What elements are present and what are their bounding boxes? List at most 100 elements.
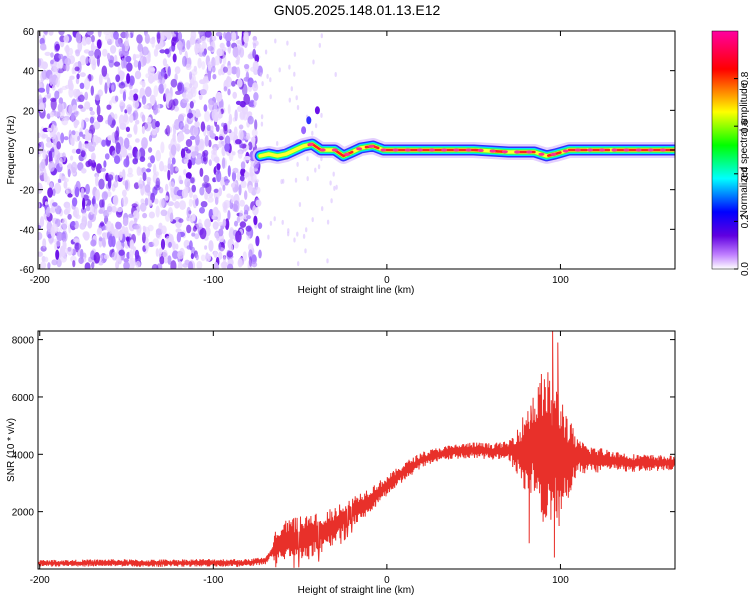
colorbar-tick-label: 0.0 [740,262,750,276]
noise-speckle [191,232,196,237]
noise-speckle [281,219,284,225]
noise-speckle [90,205,94,216]
noise-speckle [200,254,206,262]
noise-speckle [96,163,102,174]
noise-speckle [186,224,192,234]
noise-speckle [125,37,129,47]
noise-speckle [221,147,225,155]
noise-speckle [107,135,113,141]
noise-speckle [326,219,330,225]
noise-speckle [201,182,209,189]
noise-speckle [44,31,48,36]
noise-speckle [188,190,193,198]
noise-speckle [155,228,163,236]
noise-speckle [296,161,299,167]
noise-speckle [52,202,58,207]
noise-speckle [244,170,248,179]
noise-speckle [81,36,88,46]
noise-speckle [214,196,219,205]
noise-speckle [95,189,100,201]
noise-speckle [227,120,231,133]
noise-speckle [239,210,244,221]
noise-speckle [152,238,160,247]
noise-speckle [160,238,166,250]
noise-speckle [195,197,199,207]
noise-speckle [90,239,97,247]
y-tick-label: 2000 [12,508,35,519]
ridge-peak [404,148,411,152]
noise-speckle [252,204,259,216]
noise-speckle [214,55,221,66]
noise-speckle [145,168,151,173]
noise-speckle [227,88,231,96]
snr-y-ticks: 2000 4000 6000 8000 [12,336,675,519]
noise-speckle [167,255,172,265]
noise-speckle [191,69,198,76]
noise-speckle [241,83,248,96]
snr-line [38,331,675,568]
noise-speckle [109,226,114,234]
noise-speckle [65,105,72,116]
noise-speckle [240,180,247,189]
noise-speckle [148,211,155,219]
noise-speckle [63,34,70,43]
noise-speckle [90,42,95,53]
noise-speckle [121,225,126,235]
noise-speckle [237,258,243,268]
ridge-peak [659,148,666,152]
noise-speckle [84,117,90,123]
noise-speckle [139,80,145,85]
noise-speckle [61,218,68,230]
noise-speckle [212,177,217,183]
noise-speckle [288,64,291,70]
noise-speckle [260,121,264,127]
noise-speckle [141,46,149,56]
noise-speckle [111,119,117,126]
noise-speckle [296,105,300,110]
noise-speckle [107,114,113,126]
noise-speckle [61,85,68,91]
noise-speckle [318,42,321,48]
noise-speckle [247,77,254,88]
noise-speckle [92,141,96,148]
spectrogram-x-ticks: -200 -100 0 100 [30,31,569,286]
noise-speckle [118,82,126,89]
noise-speckle [266,73,269,79]
noise-speckle [332,171,335,177]
noise-speckle [267,234,270,240]
noise-speckle [190,253,194,260]
noise-speckle [168,241,172,248]
noise-speckle [189,71,192,80]
noise-speckle [187,159,192,170]
noise-speckle [227,210,231,220]
noise-speckle [320,33,323,39]
noise-speckle [75,214,81,220]
noise-speckle [170,260,177,269]
noise-speckle [202,151,205,158]
noise-speckle [65,203,71,215]
ridge-peak [380,148,387,152]
ridge-peak [489,149,496,153]
noise-speckle [142,232,146,244]
noise-speckle [86,31,94,36]
ridge-peak [550,152,557,156]
noise-speckle [67,213,72,220]
noise-speckle [252,35,258,42]
snr-x-axis-label: Height of straight line (km) [298,585,415,596]
noise-speckle [129,75,135,86]
noise-speckle [222,157,226,170]
noise-speckle [145,176,152,182]
ridge-peak [562,149,569,153]
noise-speckle [122,217,129,227]
noise-speckle [43,168,47,178]
noise-speckle [134,249,140,260]
noise-speckle [141,137,148,150]
noise-speckle [212,221,219,230]
noise-speckle [213,261,219,269]
noise-speckle [249,171,254,177]
noise-speckle [199,186,205,196]
noise-speckle [288,97,291,103]
noise-speckle [158,222,163,230]
noise-speckle [177,134,182,143]
noise-speckle [208,240,214,252]
